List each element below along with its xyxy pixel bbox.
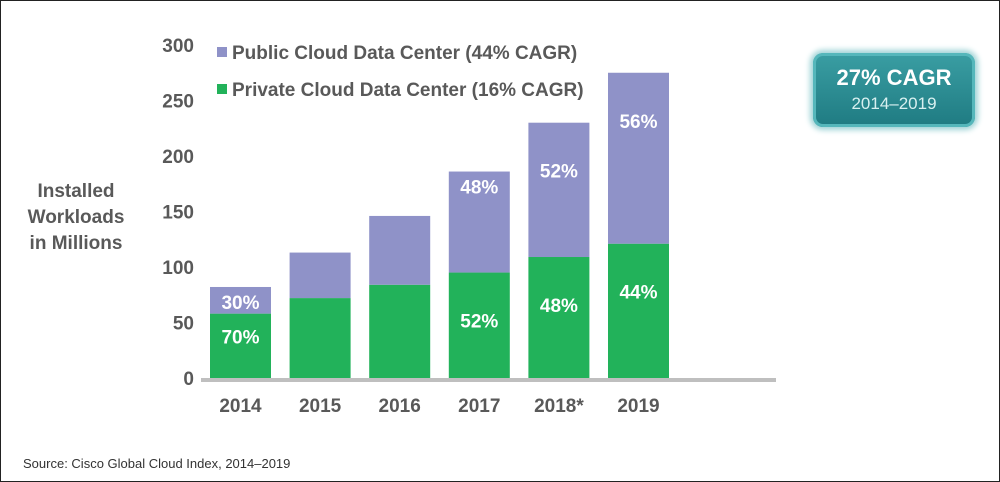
x-tick-label: 2019: [617, 396, 659, 417]
x-tick-label: 2017: [458, 396, 500, 417]
y-axis-label: in Millions: [30, 233, 123, 254]
legend-label: Public Cloud Data Center (44% CAGR): [232, 43, 577, 64]
legend-label: Private Cloud Data Center (16% CAGR): [232, 80, 584, 101]
y-tick-label: 100: [162, 258, 194, 279]
cagr-title: 27% CAGR: [836, 65, 952, 90]
source-note: Source: Cisco Global Cloud Index, 2014–2…: [23, 456, 291, 471]
x-tick-label: 2015: [299, 396, 342, 417]
y-tick-label: 200: [162, 147, 194, 168]
bar-public: [528, 122, 590, 258]
y-tick-label: 50: [173, 314, 194, 335]
bar-private: [608, 243, 669, 378]
bar-private: [289, 298, 351, 378]
cagr-period: 2014–2019: [851, 94, 937, 113]
bar-private: [528, 257, 590, 378]
x-tick-label: 2018*: [534, 396, 584, 417]
bar-public: [210, 286, 271, 314]
bar-percent-label: 30%: [221, 293, 259, 314]
bar-public: [289, 252, 351, 299]
y-tick-label: 300: [162, 36, 194, 57]
legend-swatch: [217, 84, 227, 94]
x-tick-label: 2014: [219, 396, 262, 417]
y-tick-label: 0: [183, 369, 194, 390]
bar-percent-label: 48%: [540, 296, 578, 317]
cagr-callout: 27% CAGR 2014–2019: [813, 53, 975, 127]
bar-percent-label: 48%: [460, 178, 498, 199]
bar-percent-label: 70%: [221, 328, 259, 349]
bar-public: [369, 215, 431, 285]
y-tick-label: 150: [162, 203, 194, 224]
bar-private: [210, 313, 271, 378]
bar-percent-label: 44%: [619, 283, 657, 304]
bar-private: [448, 272, 510, 378]
bar-public: [448, 171, 510, 273]
bar-private: [369, 284, 431, 378]
bar-public: [608, 72, 669, 244]
legend-swatch: [217, 47, 227, 57]
bar-percent-label: 52%: [460, 312, 498, 333]
bar-percent-label: 56%: [619, 112, 657, 133]
y-axis-label: Workloads: [28, 207, 125, 228]
y-tick-label: 250: [162, 92, 194, 113]
bar-percent-label: 52%: [540, 162, 578, 183]
x-tick-label: 2016: [379, 396, 421, 417]
x-axis-line: [201, 378, 776, 382]
y-axis-label: Installed: [37, 181, 114, 202]
